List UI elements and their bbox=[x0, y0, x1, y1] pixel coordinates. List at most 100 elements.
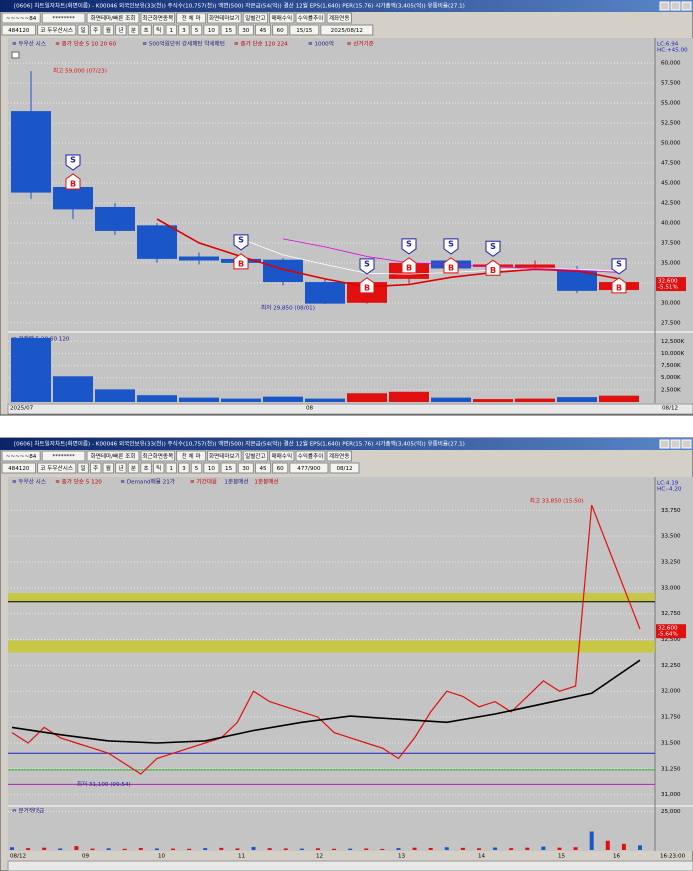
toolbar-button[interactable] bbox=[295, 450, 326, 462]
toolbar-button[interactable] bbox=[102, 462, 115, 474]
toolbar-button[interactable] bbox=[178, 462, 190, 474]
date-end: 08/12 bbox=[662, 406, 678, 412]
y-tick-label: 7,500K bbox=[661, 363, 681, 369]
toolbar-button[interactable] bbox=[254, 462, 272, 474]
toolbar-button[interactable] bbox=[254, 24, 272, 36]
toolbar-button[interactable] bbox=[272, 462, 289, 474]
toolbar-label: 화면테마보기 bbox=[209, 14, 240, 22]
volume-bar bbox=[444, 847, 449, 850]
volume-bar bbox=[299, 848, 304, 850]
toolbar-button[interactable] bbox=[220, 462, 237, 474]
toolbar-button[interactable] bbox=[102, 24, 115, 36]
toolbar-button[interactable] bbox=[190, 462, 203, 474]
toolbar-button[interactable] bbox=[190, 24, 203, 36]
x-tick-label: 13 bbox=[398, 854, 406, 860]
volume-legend: ≡ 분거래대금 bbox=[12, 807, 44, 815]
toolbar-button[interactable] bbox=[326, 12, 352, 24]
toolbar-button[interactable] bbox=[41, 12, 86, 24]
legend-item: 1분봉매선 bbox=[254, 478, 278, 486]
toolbar-button[interactable] bbox=[326, 450, 352, 462]
volume-bar bbox=[263, 396, 303, 402]
toolbar-label: 월 bbox=[106, 464, 111, 472]
toolbar-button[interactable] bbox=[220, 24, 237, 36]
toolbar-button[interactable] bbox=[237, 24, 254, 36]
window-button[interactable] bbox=[681, 1, 692, 11]
legend-item: ≡ Demand매물 21가 bbox=[120, 478, 175, 486]
toolbar-button[interactable] bbox=[86, 450, 140, 462]
toolbar-button[interactable] bbox=[127, 24, 140, 36]
toolbar-button[interactable] bbox=[1, 462, 37, 474]
y-tick-label: 60,000 bbox=[661, 61, 681, 67]
toolbar-button[interactable] bbox=[289, 24, 320, 36]
candle-body bbox=[557, 270, 597, 291]
toolbar-button[interactable] bbox=[1, 12, 41, 24]
toolbar-button[interactable] bbox=[320, 24, 374, 36]
toolbar-button[interactable] bbox=[207, 12, 242, 24]
toolbar-button[interactable] bbox=[140, 450, 176, 462]
toolbar-label: 10 bbox=[208, 28, 216, 34]
toolbar-button[interactable] bbox=[242, 12, 269, 24]
toolbar-button[interactable] bbox=[152, 462, 165, 474]
window-button[interactable] bbox=[659, 1, 670, 11]
window-button[interactable] bbox=[670, 1, 681, 11]
toolbar-button[interactable] bbox=[115, 24, 127, 36]
toolbar-label: 전 체 마 bbox=[182, 452, 201, 460]
toolbar-button[interactable] bbox=[269, 450, 295, 462]
toolbar-label: 최근화면종목 bbox=[142, 14, 173, 22]
toolbar-button[interactable] bbox=[295, 12, 326, 24]
toolbar-button[interactable] bbox=[242, 450, 269, 462]
candle-body bbox=[515, 264, 555, 268]
toolbar-button[interactable] bbox=[329, 462, 360, 474]
toolbar-button[interactable] bbox=[1, 24, 37, 36]
toolbar-button[interactable] bbox=[77, 24, 89, 36]
candle-body bbox=[305, 282, 345, 304]
toolbar-button[interactable] bbox=[207, 450, 242, 462]
volume-bar bbox=[138, 848, 143, 850]
buy-signal-label: B bbox=[490, 266, 496, 275]
window-button[interactable] bbox=[681, 439, 692, 449]
axis-head: HC:-4.20 bbox=[657, 487, 682, 493]
x-tick-label: 10 bbox=[158, 854, 166, 860]
toolbar-button[interactable] bbox=[272, 24, 289, 36]
toolbar-button[interactable] bbox=[37, 462, 77, 474]
price-tag bbox=[656, 277, 686, 292]
toolbar-button[interactable] bbox=[89, 24, 102, 36]
toolbar-button[interactable] bbox=[152, 24, 165, 36]
toolbar-button[interactable] bbox=[176, 450, 207, 462]
toolbar-button[interactable] bbox=[140, 12, 176, 24]
price-line bbox=[11, 504, 641, 775]
toolbar-button[interactable] bbox=[86, 12, 140, 24]
toolbar-label: 일별간고 bbox=[245, 14, 266, 22]
toolbar-button[interactable] bbox=[203, 462, 220, 474]
window-button[interactable] bbox=[659, 439, 670, 449]
toolbar-button[interactable] bbox=[237, 462, 254, 474]
toolbar-button[interactable] bbox=[37, 24, 77, 36]
volume-bar bbox=[364, 848, 369, 850]
toolbar-button[interactable] bbox=[165, 462, 178, 474]
sell-signal bbox=[359, 258, 375, 275]
window-button[interactable] bbox=[670, 439, 681, 449]
toolbar-button[interactable] bbox=[41, 450, 86, 462]
toolbar-button[interactable] bbox=[165, 24, 178, 36]
volume-bar bbox=[557, 397, 597, 402]
toolbar-label: 30 bbox=[242, 466, 250, 472]
toolbar-button[interactable] bbox=[178, 24, 190, 36]
toolbar-label: 60 bbox=[277, 466, 285, 472]
toolbar-button[interactable] bbox=[77, 462, 89, 474]
toolbar-label: 1 bbox=[170, 466, 174, 472]
toolbar-button[interactable] bbox=[269, 12, 295, 24]
toolbar-button[interactable] bbox=[89, 462, 102, 474]
y-tick-label: 31,500 bbox=[661, 740, 681, 746]
panel-toggle[interactable] bbox=[11, 51, 20, 59]
toolbar-button[interactable] bbox=[140, 462, 152, 474]
toolbar-button[interactable] bbox=[140, 24, 152, 36]
toolbar-button[interactable] bbox=[115, 462, 127, 474]
toolbar-button[interactable] bbox=[127, 462, 140, 474]
toolbar-button[interactable] bbox=[1, 450, 41, 462]
toolbar-button[interactable] bbox=[176, 12, 207, 24]
y-tick-label: 31,250 bbox=[661, 766, 681, 772]
buy-signal-label: B bbox=[616, 283, 622, 292]
toolbar-button[interactable] bbox=[203, 24, 220, 36]
toolbar-button[interactable] bbox=[289, 462, 329, 474]
